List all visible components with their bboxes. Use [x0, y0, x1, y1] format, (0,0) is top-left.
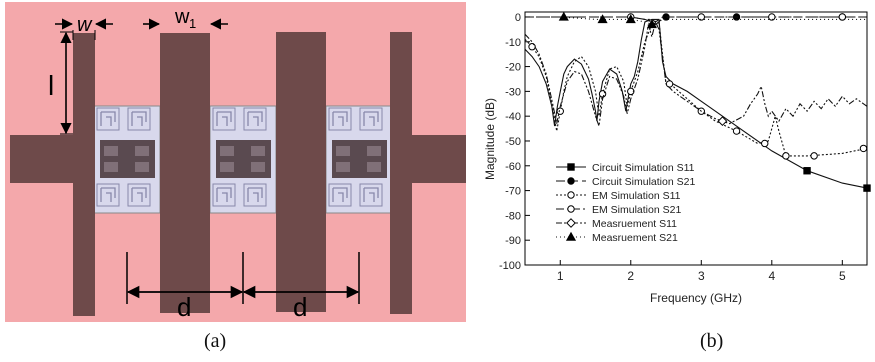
legend-label: Circuit Simulation S21 [592, 176, 695, 188]
caption-a: (a) [204, 330, 227, 352]
x-axis-label: Frequency (GHz) [650, 291, 742, 305]
series-line [525, 16, 867, 26]
data-point [810, 152, 818, 160]
y-tick-label: -70 [505, 186, 521, 198]
legend-marker [567, 177, 575, 185]
x-tick-label: 1 [557, 269, 564, 283]
axes-layer: 0 -10 -20 -30 -40 -50 -60 -70 -80 -90 -100 1 2 3 4 5 [499, 12, 846, 283]
data-point [838, 13, 847, 21]
wide-stub-1 [160, 33, 210, 313]
legend-marker [566, 218, 576, 228]
legend-label: EM Simulation S21 [592, 204, 681, 216]
legend-item: Circuit Simulation S21 [556, 176, 695, 188]
data-point [665, 80, 674, 88]
x-tick-label: 4 [768, 269, 775, 283]
y-tick-label: 0 [515, 12, 521, 24]
magnitude-chart-panel: 0 -10 -20 -30 -40 -50 -60 -70 -80 -90 -100 1 2 3 4 5 Ma… [478, 0, 875, 325]
series-6 [525, 11, 867, 29]
caption-b: (b) [700, 330, 724, 352]
data-point [528, 43, 536, 51]
series-4 [525, 13, 867, 23]
data-point [732, 127, 741, 135]
series-5 [524, 20, 868, 127]
legend-label: Circuit Simulation S11 [592, 162, 695, 174]
resonator-group-2 [209, 105, 277, 214]
data-point [768, 13, 776, 21]
plot-layer [524, 11, 871, 192]
legend: Circuit Simulation S11 Circuit Simulation… [556, 162, 695, 244]
y-tick-label: -10 [505, 37, 521, 49]
label-w: w [77, 14, 93, 36]
y-tick-label: -60 [505, 161, 521, 173]
y-tick-label: -100 [499, 260, 521, 272]
label-l: l [48, 70, 54, 101]
dimension-d-left: d [126, 252, 244, 322]
series-line [524, 20, 868, 127]
narrow-stub-right [390, 32, 412, 314]
y-tick-label: -80 [505, 210, 521, 222]
x-tick-label: 2 [627, 269, 634, 283]
legend-item: EM Simulation S11 [556, 190, 681, 202]
legend-label: EM Simulation S11 [592, 190, 681, 202]
wide-stub-2 [276, 32, 326, 312]
legend-item: EM Simulation S21 [556, 204, 681, 216]
y-tick-label: -40 [505, 111, 521, 123]
y-tick-label: -20 [505, 62, 521, 74]
data-point [625, 14, 636, 24]
data-point [761, 139, 769, 148]
legend-marker [567, 191, 575, 199]
data-point [556, 107, 564, 115]
label-w1: w [174, 6, 190, 28]
y-tick-label: -90 [505, 235, 521, 247]
plot-frame [524, 11, 868, 266]
series-line [525, 16, 867, 28]
resonator-group-3 [325, 105, 393, 214]
series-line [524, 18, 868, 189]
dimension-d-right: d [242, 252, 360, 322]
data-point [782, 152, 790, 160]
y-tick-label: -30 [505, 86, 521, 98]
data-point [558, 11, 569, 21]
data-point [646, 19, 657, 29]
legend-marker [565, 231, 577, 241]
label-d-left: d [177, 292, 191, 322]
series-2 [525, 13, 867, 26]
label-d-right: d [293, 292, 307, 322]
data-point [597, 14, 608, 24]
y-tick-label: -50 [505, 136, 521, 148]
x-tick-label: 5 [839, 269, 846, 283]
resonator-group-1 [93, 105, 161, 214]
legend-label: Measruement S11 [592, 218, 677, 230]
series-3 [524, 21, 868, 160]
series-1 [524, 18, 871, 192]
legend-item: Measruement S11 [556, 218, 677, 230]
layout-diagram: w w 1 l d [5, 2, 466, 322]
dimension-w: w [55, 14, 113, 40]
layout-diagram-panel: w w 1 l d [0, 0, 470, 325]
legend-item: Measruement S21 [556, 231, 678, 244]
data-point [859, 144, 868, 153]
legend-item: Circuit Simulation S11 [556, 162, 695, 174]
series-line [525, 16, 867, 23]
data-point [697, 13, 705, 21]
legend-label: Measruement S21 [592, 232, 678, 244]
dimension-l: l [48, 31, 73, 135]
x-tick-label: 3 [698, 269, 705, 283]
y-axis-label: Magnitude (dB) [483, 98, 497, 180]
magnitude-chart: 0 -10 -20 -30 -40 -50 -60 -70 -80 -90 -100 1 2 3 4 5 Ma… [483, 11, 871, 305]
legend-marker [567, 163, 575, 171]
legend-marker [567, 205, 575, 213]
series-line [524, 21, 868, 157]
data-point [803, 167, 811, 175]
label-w1-subscript: 1 [189, 16, 196, 31]
narrow-stub-left [73, 33, 95, 316]
data-point [717, 116, 728, 127]
dimension-w1: w 1 [143, 6, 228, 31]
